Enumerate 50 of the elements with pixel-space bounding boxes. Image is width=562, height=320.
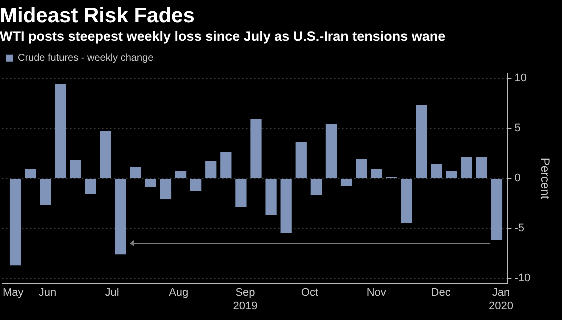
bar — [236, 179, 247, 208]
bar — [401, 179, 412, 224]
x-tick-label: Jan 2020 — [489, 287, 514, 312]
bar — [250, 119, 262, 178]
bar — [431, 164, 442, 178]
bar — [446, 171, 458, 178]
x-tick-label: May — [3, 287, 24, 300]
bar — [100, 131, 112, 178]
chart-title: Mideast Risk Fades — [0, 4, 195, 28]
chart-subtitle: WTI posts steepest weekly loss since July as U.S.-Iran tensions wane — [0, 29, 446, 44]
y-tick-label: -10 — [514, 272, 531, 285]
bar — [310, 179, 322, 196]
y-tick-label: -5 — [514, 222, 524, 235]
bar — [340, 179, 352, 187]
x-tick-label: Dec — [431, 287, 452, 300]
bar — [371, 169, 382, 178]
bar — [55, 84, 66, 178]
bar — [115, 179, 126, 255]
x-tick-label: Aug — [169, 287, 189, 300]
x-tick-label: Sep 2019 — [233, 287, 258, 312]
bar — [130, 167, 142, 178]
bar — [190, 179, 202, 192]
bar — [326, 124, 338, 178]
bar — [85, 179, 96, 195]
bar — [296, 142, 307, 178]
bar — [356, 159, 368, 178]
x-tick-label: Jun — [38, 287, 57, 300]
bar — [280, 179, 292, 234]
bar — [206, 161, 217, 178]
x-tick-label: Nov — [366, 287, 387, 300]
legend-label: Crude futures - weekly change — [18, 53, 154, 64]
bar — [160, 179, 172, 200]
bar — [175, 171, 187, 178]
bar — [476, 157, 488, 178]
bar — [10, 179, 22, 266]
y-axis-title: Percent — [538, 158, 552, 200]
bar — [40, 179, 52, 206]
y-tick-label: 5 — [514, 122, 521, 134]
y-tick-label: 0 — [514, 172, 521, 185]
bar — [266, 179, 277, 216]
bar — [70, 160, 82, 178]
bar — [461, 157, 472, 178]
bar — [220, 152, 232, 178]
bar — [416, 105, 428, 178]
x-tick-label: Jul — [105, 287, 120, 300]
y-tick-label: 10 — [514, 72, 527, 84]
bar — [491, 179, 503, 241]
bar — [145, 179, 157, 188]
x-tick-label: Oct — [301, 287, 319, 300]
bar — [25, 169, 36, 178]
